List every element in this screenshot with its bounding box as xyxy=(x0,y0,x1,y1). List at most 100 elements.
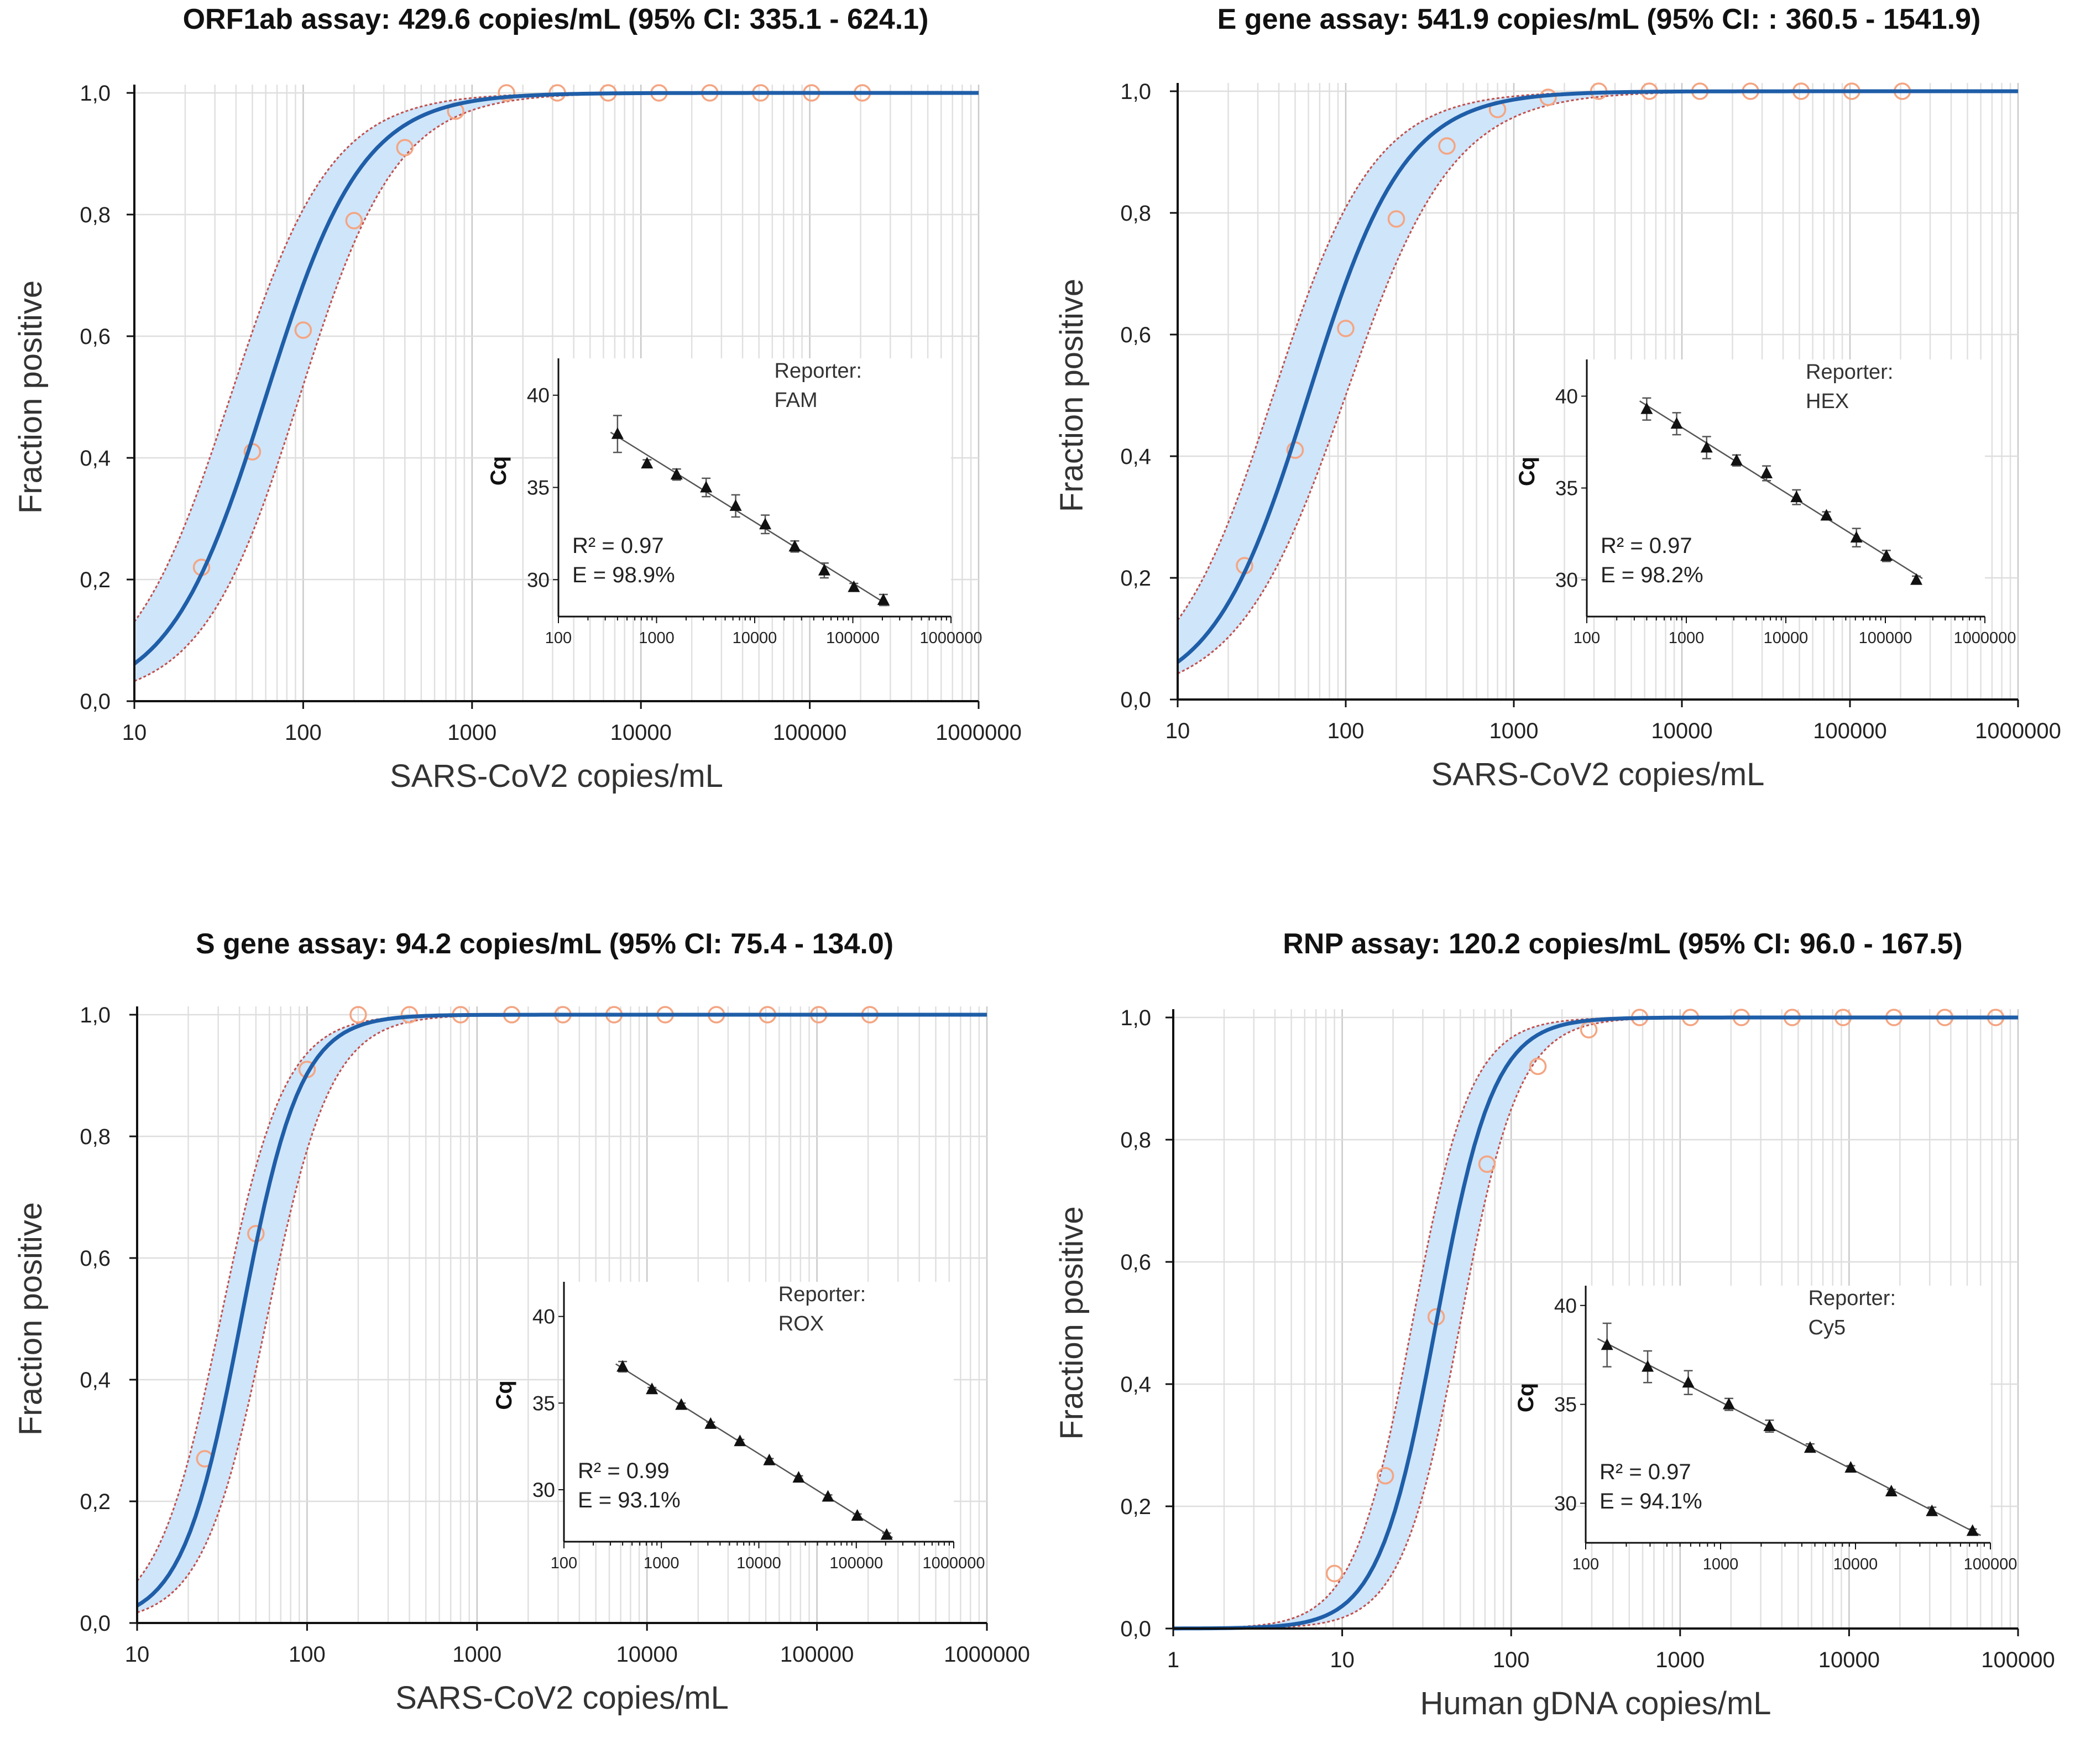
confidence-band xyxy=(134,93,979,681)
x-tick-label: 1000000 xyxy=(944,1642,1030,1667)
y-tick-label: 0,4 xyxy=(80,446,111,471)
y-tick-label: 0,0 xyxy=(1120,1617,1151,1641)
x-tick-label: 100000 xyxy=(1813,719,1886,743)
inset-data-point xyxy=(1722,1397,1735,1410)
inset-y-tick-label: 30 xyxy=(1554,1492,1577,1515)
inset-y-tick-label: 35 xyxy=(1554,1394,1577,1416)
inset-x-tick-label: 1000 xyxy=(644,1554,680,1572)
inset-regression-line xyxy=(1639,400,1923,580)
inset-r-squared: R² = 0.99 xyxy=(578,1459,670,1483)
chart-title: E gene assay: 541.9 copies/mL (95% CI: :… xyxy=(1217,3,1981,35)
x-tick-label: 1000 xyxy=(1489,719,1539,743)
inset-data-point xyxy=(1910,573,1923,585)
x-tick-label: 10 xyxy=(1165,719,1190,743)
inset-background xyxy=(1587,359,1985,617)
inset-data-point xyxy=(1885,1485,1898,1496)
inset-data-point xyxy=(818,563,830,576)
inset-x-tick-label: 10000 xyxy=(1764,629,1809,647)
x-tick-label: 1000 xyxy=(447,721,496,745)
inset-data-point xyxy=(1763,1419,1776,1431)
inset-regression-line xyxy=(1597,1338,1982,1536)
inset-x-tick-label: 1000000 xyxy=(920,629,982,647)
y-tick-label: 0,6 xyxy=(1120,1250,1151,1275)
x-tick-label: 100 xyxy=(285,721,322,745)
inset-y-axis-label: Cq xyxy=(1515,457,1539,486)
y-axis-label: Fraction positive xyxy=(1054,279,1090,512)
inset-data-point xyxy=(759,518,772,530)
inset-x-tick-label: 1000 xyxy=(1669,629,1705,647)
y-tick-label: 0,6 xyxy=(1120,323,1151,347)
inset-x-tick-label: 1000000 xyxy=(1954,629,2016,647)
inset-reporter-label: Reporter: xyxy=(775,359,862,383)
inset-data-point xyxy=(729,499,742,511)
y-tick-label: 0,0 xyxy=(80,690,111,714)
inset-y-tick-label: 40 xyxy=(1554,1295,1577,1317)
inset-reporter-name: ROX xyxy=(778,1312,824,1335)
observed-point xyxy=(1387,210,1405,228)
inset-x-tick-label: 100 xyxy=(1572,1556,1599,1573)
observed-point xyxy=(396,139,414,156)
fitted-curve xyxy=(133,91,979,665)
observed-point xyxy=(294,321,312,339)
inset-x-tick-label: 100000 xyxy=(1859,629,1912,647)
inset-x-tick-label: 10000 xyxy=(1833,1556,1878,1573)
inset-efficiency: E = 98.2% xyxy=(1601,563,1703,587)
inset-x-tick-label: 10000 xyxy=(733,629,777,647)
inset-x-tick-label: 1000 xyxy=(1703,1556,1739,1573)
observed-point xyxy=(1337,320,1355,337)
fitted-curve xyxy=(1176,89,2018,664)
inset-data-point xyxy=(1804,1441,1816,1453)
inset-x-tick-label: 10000 xyxy=(736,1554,781,1572)
y-tick-label: 1,0 xyxy=(80,81,111,106)
inset-reporter-label: Reporter: xyxy=(778,1283,866,1306)
inset-x-tick-label: 100000 xyxy=(826,629,880,647)
observed-point xyxy=(1478,1155,1496,1173)
inset-x-tick-label: 100 xyxy=(551,1554,577,1572)
inset-efficiency: E = 94.1% xyxy=(1600,1489,1702,1514)
inset-chart: 100 1000 10000 100000 1000000 30 35 40 Cq Reporte… xyxy=(1515,359,2016,647)
chart-title: ORF1ab assay: 429.6 copies/mL (95% CI: 3… xyxy=(183,3,929,35)
inset-data-point xyxy=(822,1490,834,1502)
inset-background xyxy=(558,358,951,617)
confidence-band xyxy=(1173,1017,2018,1629)
inset-data-point xyxy=(641,457,654,469)
inset-data-point xyxy=(1966,1524,1979,1536)
x-tick-label: 1000 xyxy=(452,1642,501,1667)
x-tick-label: 100000 xyxy=(780,1642,854,1667)
inset-data-point xyxy=(1790,490,1803,503)
inset-data-point xyxy=(1850,531,1863,543)
inset-data-point xyxy=(1700,441,1713,453)
inset-reporter-name: Cy5 xyxy=(1809,1316,1846,1339)
inset-background xyxy=(1586,1286,1990,1543)
chart-panel-4: RNP assay: 120.2 copies/mL (95% CI: 96.0… xyxy=(1054,928,2055,1721)
y-tick-label: 1,0 xyxy=(80,1003,111,1027)
chart-panel-3: S gene assay: 94.2 copies/mL (95% CI: 75… xyxy=(13,928,1030,1716)
fitted-curve xyxy=(1173,1015,2018,1631)
inset-data-point xyxy=(616,1360,629,1372)
inset-r-squared: R² = 0.97 xyxy=(572,534,664,558)
y-tick-label: 0,2 xyxy=(80,568,111,592)
x-tick-label: 10000 xyxy=(1651,719,1712,743)
lower-bound-line xyxy=(1177,90,2018,675)
inset-reporter-label: Reporter: xyxy=(1809,1287,1896,1310)
inset-data-point xyxy=(1730,453,1743,466)
inset-data-point xyxy=(1926,1504,1938,1516)
inset-y-axis-label: Cq xyxy=(487,456,511,486)
inset-x-tick-label: 100 xyxy=(545,629,572,647)
inset-y-tick-label: 30 xyxy=(532,1479,555,1501)
inset-data-point xyxy=(1844,1461,1857,1473)
x-tick-label: 100000 xyxy=(1981,1648,2055,1672)
inset-data-point xyxy=(1670,417,1683,429)
inset-y-tick-label: 35 xyxy=(1555,477,1578,500)
y-tick-label: 0,4 xyxy=(1120,445,1151,469)
inset-data-point xyxy=(1880,549,1893,561)
inset-y-axis-label: Cq xyxy=(492,1380,516,1410)
y-tick-label: 0,0 xyxy=(80,1611,111,1636)
observed-point xyxy=(1376,1467,1394,1485)
x-tick-label: 100 xyxy=(1327,719,1365,743)
x-tick-label: 10000 xyxy=(610,721,672,745)
inset-data-point xyxy=(670,468,683,480)
inset-reporter-name: FAM xyxy=(775,389,818,412)
inset-y-tick-label: 30 xyxy=(1555,569,1578,592)
chart-panel-2: E gene assay: 541.9 copies/mL (95% CI: :… xyxy=(1054,3,2061,792)
